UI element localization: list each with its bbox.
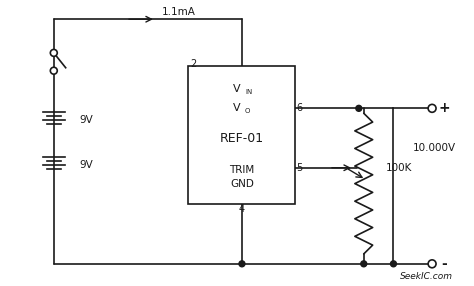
Circle shape — [428, 104, 436, 112]
Text: +: + — [438, 101, 450, 115]
Circle shape — [50, 67, 57, 74]
Circle shape — [239, 261, 245, 267]
Text: V: V — [233, 103, 241, 113]
Text: 1.1mA: 1.1mA — [162, 7, 195, 17]
Text: 5: 5 — [296, 163, 302, 173]
Circle shape — [428, 260, 436, 268]
Text: SeekIC.com: SeekIC.com — [400, 272, 453, 281]
Text: 6: 6 — [296, 103, 302, 113]
Text: 4: 4 — [239, 204, 245, 214]
Circle shape — [391, 261, 396, 267]
Text: REF-01: REF-01 — [220, 132, 264, 144]
Text: 9V: 9V — [80, 160, 93, 170]
Text: 9V: 9V — [80, 115, 93, 125]
Text: 2: 2 — [190, 59, 197, 69]
Circle shape — [356, 105, 362, 111]
Circle shape — [50, 49, 57, 56]
Text: GND: GND — [230, 178, 254, 188]
Text: 10.000V: 10.000V — [413, 143, 456, 153]
Text: V: V — [233, 84, 241, 94]
Text: 100K: 100K — [385, 163, 412, 173]
Bar — [189, 66, 295, 204]
Text: TRIM: TRIM — [229, 165, 255, 175]
Text: IN: IN — [245, 88, 252, 94]
Circle shape — [361, 261, 367, 267]
Text: -: - — [441, 257, 447, 271]
Text: O: O — [245, 108, 250, 114]
